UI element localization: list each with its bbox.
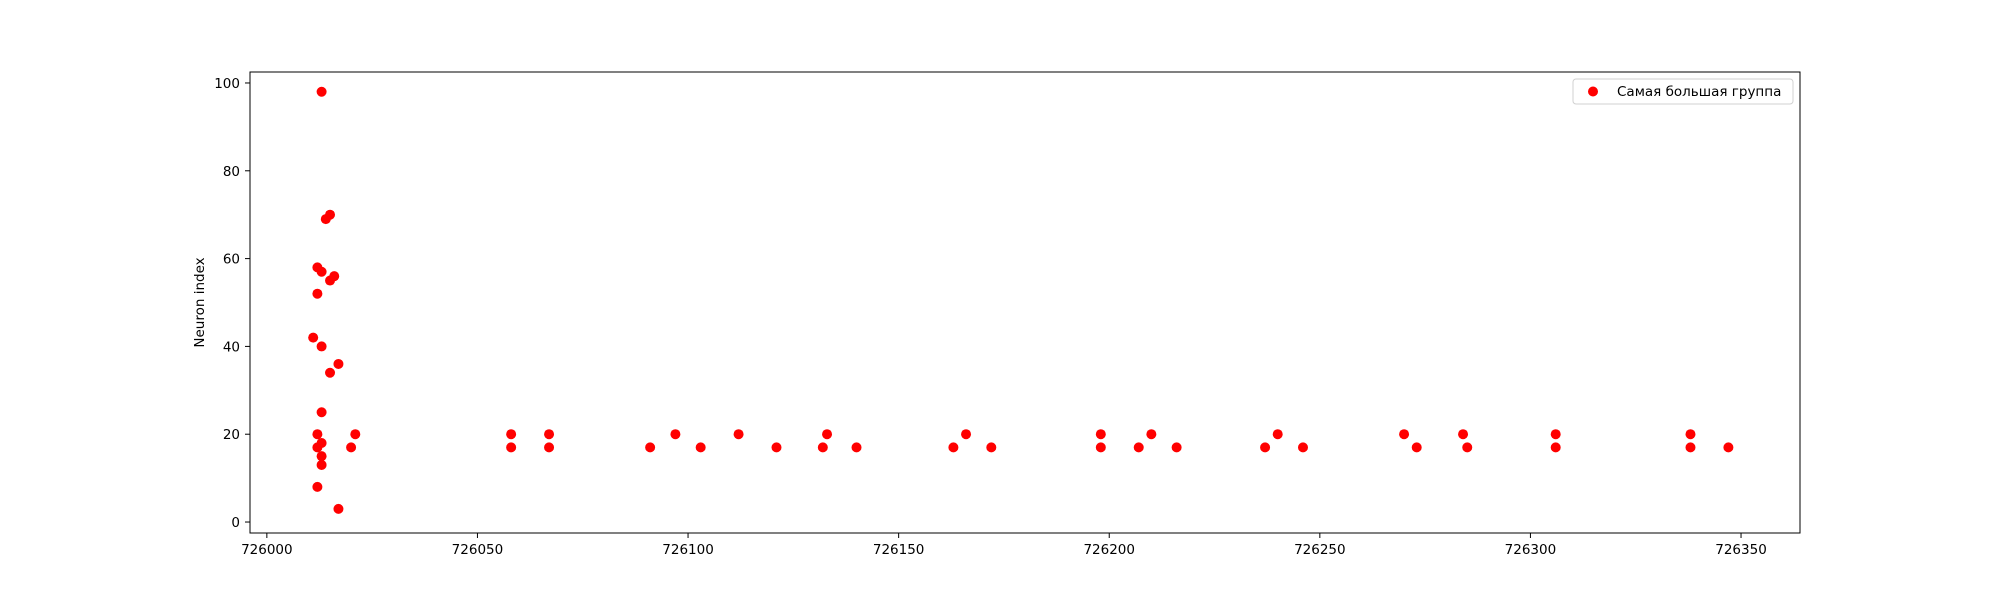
x-tick-label: 726350 [1715, 542, 1767, 558]
data-point [986, 442, 997, 453]
data-point [333, 503, 344, 514]
data-point [733, 429, 744, 440]
data-point [312, 442, 323, 453]
data-point [1458, 429, 1469, 440]
data-point [961, 429, 972, 440]
data-point [506, 429, 517, 440]
legend: Самая большая группа [1572, 78, 1794, 105]
data-point [1146, 429, 1157, 440]
data-point [350, 429, 361, 440]
x-tick-label: 726050 [452, 542, 504, 558]
y-axis: 0 20 40 60 80 100 [214, 76, 250, 531]
x-axis: 726000 726050 726100 726150 726200 726250 7263… [241, 533, 1767, 558]
data-point [851, 442, 862, 453]
y-axis-label: Neuron index [192, 257, 208, 347]
x-tick-label: 726300 [1505, 542, 1557, 558]
data-point [308, 332, 319, 343]
data-point [1550, 429, 1561, 440]
data-point [1550, 442, 1561, 453]
data-point [312, 288, 323, 299]
y-tick-label: 0 [231, 515, 240, 531]
data-point [822, 429, 833, 440]
y-tick-label: 80 [223, 164, 240, 180]
data-point [316, 341, 327, 352]
data-point [645, 442, 656, 453]
data-point [316, 266, 327, 277]
data-point [1272, 429, 1283, 440]
data-point [948, 442, 959, 453]
data-point [346, 442, 357, 453]
data-point [1260, 442, 1271, 453]
data-point [506, 442, 517, 453]
data-point [325, 275, 336, 286]
data-point [670, 429, 681, 440]
data-point [1133, 442, 1144, 453]
data-point [1723, 442, 1734, 453]
data-point [544, 442, 555, 453]
data-point [1685, 442, 1696, 453]
data-point [544, 429, 555, 440]
x-tick-label: 726200 [1083, 542, 1135, 558]
legend-marker [1588, 86, 1598, 97]
data-point [333, 358, 344, 369]
x-tick-label: 726000 [241, 542, 293, 558]
data-point [1095, 442, 1106, 453]
data-point [771, 442, 782, 453]
legend-label: Самая большая группа [1617, 84, 1781, 100]
x-tick-label: 726100 [662, 542, 714, 558]
data-point [1171, 442, 1182, 453]
y-tick-label: 100 [214, 76, 240, 92]
data-point [1399, 429, 1410, 440]
data-points [308, 86, 1734, 514]
y-tick-label: 20 [223, 427, 240, 443]
x-tick-label: 726150 [873, 542, 925, 558]
y-tick-label: 40 [223, 339, 240, 355]
data-point [316, 86, 327, 97]
data-point [316, 451, 327, 462]
data-point [316, 459, 327, 470]
data-point [1095, 429, 1106, 440]
x-tick-label: 726250 [1294, 542, 1346, 558]
data-point [325, 367, 336, 378]
data-point [695, 442, 706, 453]
data-point [1297, 442, 1308, 453]
data-point [1685, 429, 1696, 440]
data-point [312, 481, 323, 492]
legend-box [1572, 78, 1794, 105]
data-point [1411, 442, 1422, 453]
data-point [316, 407, 327, 418]
y-tick-label: 60 [223, 252, 240, 268]
data-point [1462, 442, 1473, 453]
data-point [817, 442, 828, 453]
plot-area-frame [249, 71, 1801, 534]
data-point [312, 429, 323, 440]
data-point [320, 214, 331, 225]
